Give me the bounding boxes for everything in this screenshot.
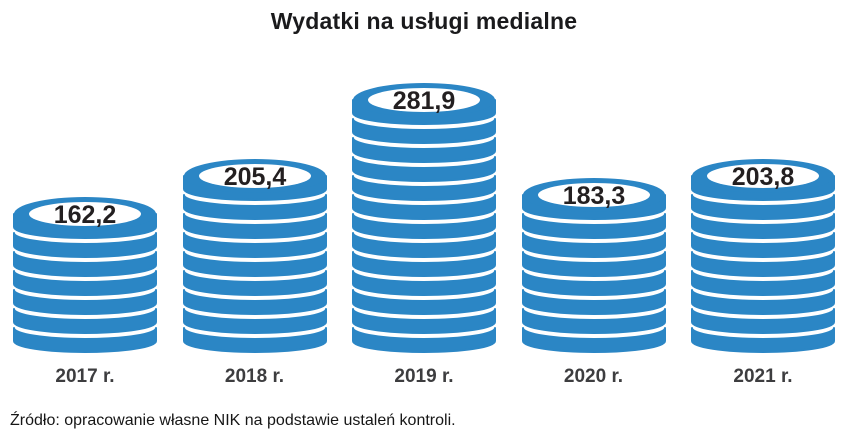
coin [13, 251, 157, 277]
coin [691, 308, 835, 334]
coin-stack-2017: 162,2 2017 r. [10, 195, 160, 388]
coin [13, 270, 157, 296]
coin [182, 289, 327, 315]
coin [182, 251, 327, 277]
chart-title: Wydatki na usługi medialne [270, 8, 578, 34]
coin-stack-2019: 281,9 2019 r. [349, 81, 499, 388]
value-label: 281,9 [393, 87, 456, 115]
coin [691, 232, 835, 258]
coin [691, 251, 835, 277]
coin [352, 156, 496, 182]
coin-stack-svg: 281,9 [352, 83, 496, 353]
coin-top-inner [537, 183, 650, 207]
coin [521, 327, 666, 353]
coin [521, 213, 666, 239]
coin [352, 270, 496, 296]
coin [521, 289, 666, 315]
coin-top-inner [707, 164, 819, 188]
category-label: 2017 r. [55, 366, 115, 387]
coin-stack-2020: 183,3 2020 r. [519, 176, 669, 388]
coin [352, 137, 496, 163]
coin-stack-svg: 203,8 [691, 159, 835, 353]
coin-top-inner [368, 88, 480, 112]
coin [13, 308, 157, 334]
coin-stacks-row: 162,2 2017 r. 205,4 2018 r. 281,9 2019 r. 183,… [0, 81, 848, 388]
coin [352, 118, 496, 144]
coin-top-inner [198, 164, 311, 188]
coin [182, 213, 327, 239]
coin [352, 175, 496, 201]
value-label: 203,8 [732, 163, 795, 191]
coin [352, 194, 496, 220]
coin-stack-svg: 205,4 [182, 159, 327, 353]
value-label: 205,4 [223, 163, 286, 191]
coin [352, 289, 496, 315]
coin [352, 232, 496, 258]
coin-stack-2018: 205,4 2018 r. [180, 157, 330, 388]
value-label: 162,2 [54, 201, 117, 229]
coin [182, 232, 327, 258]
coin [182, 327, 327, 353]
source-note: Źródło: opracowanie własne NIK na podsta… [10, 412, 456, 429]
coin [182, 194, 327, 220]
category-label: 2021 r. [733, 366, 793, 387]
coin [521, 270, 666, 296]
coin [521, 232, 666, 258]
coin-stack-svg: 162,2 [13, 197, 157, 353]
coin [13, 327, 157, 353]
coin [691, 213, 835, 239]
coin [182, 270, 327, 296]
coin [182, 308, 327, 334]
coin [13, 232, 157, 258]
coin-top-inner [29, 202, 141, 226]
coin [13, 289, 157, 315]
coin [352, 327, 496, 353]
category-label: 2018 r. [224, 366, 285, 387]
category-label: 2020 r. [563, 366, 624, 387]
coin [691, 289, 835, 315]
coin [691, 270, 835, 296]
value-label: 183,3 [562, 182, 625, 210]
coin-stack-2021: 203,8 2021 r. [688, 157, 838, 388]
coin [691, 194, 835, 220]
category-label: 2019 r. [394, 366, 454, 387]
coin [352, 308, 496, 334]
coin [521, 251, 666, 277]
coin [521, 308, 666, 334]
coin-stack-svg: 183,3 [521, 178, 666, 353]
coin [352, 251, 496, 277]
coin [352, 213, 496, 239]
coin [691, 327, 835, 353]
